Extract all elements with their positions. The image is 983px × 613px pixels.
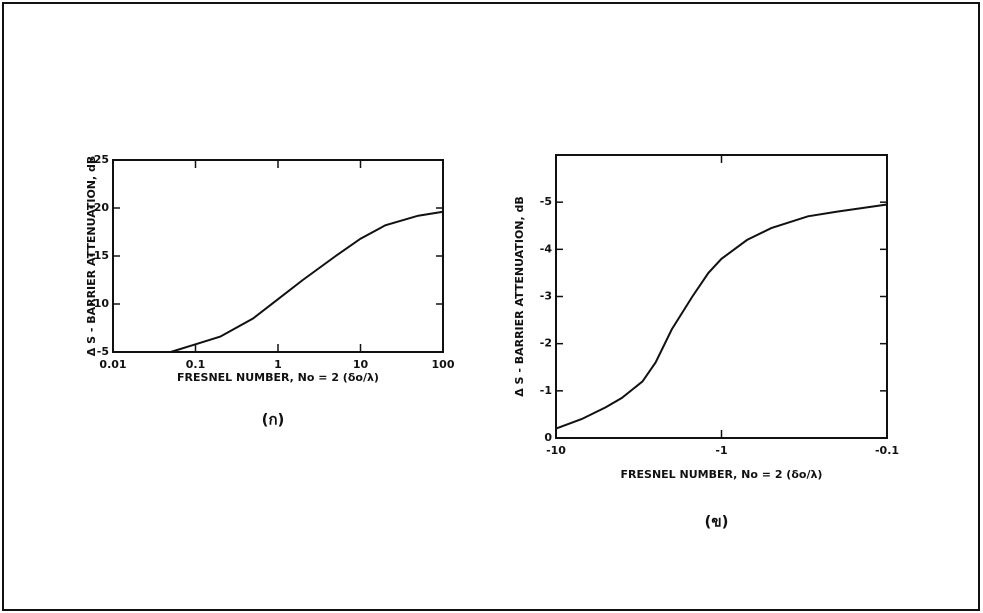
x-tick-label: 100 — [432, 358, 455, 371]
plot-frame — [112, 159, 444, 353]
caption: (ก) — [262, 411, 285, 429]
x-tick-label: -10 — [546, 444, 566, 457]
x-tick-label: 0.01 — [99, 358, 126, 371]
curve — [555, 203, 888, 430]
y-axis-label: Δ S - BARRIER ATTENUATION, dB — [85, 156, 98, 357]
y-tick-label: -25 — [89, 153, 109, 166]
x-tick-label: 0.1 — [186, 358, 206, 371]
y-tick-label: 0 — [544, 431, 552, 444]
y-tick-label: -15 — [89, 249, 109, 262]
y-tick-label: -3 — [540, 290, 552, 303]
y-tick-label: -20 — [89, 201, 109, 214]
curve — [170, 210, 444, 353]
x-tick-label: -0.1 — [875, 444, 899, 457]
x-tick-label: 10 — [353, 358, 369, 371]
y-tick-label: -1 — [540, 384, 552, 397]
caption: (ข) — [705, 513, 729, 531]
y-tick-label: -5 — [97, 345, 109, 358]
x-axis-label: FRESNEL NUMBER, No = 2 (δo/λ) — [177, 371, 379, 384]
x-tick-label: 1 — [274, 358, 282, 371]
plot-frame — [555, 154, 888, 439]
x-axis-label: FRESNEL NUMBER, No = 2 (δo/λ) — [621, 468, 823, 481]
y-tick-label: -4 — [540, 242, 553, 255]
y-axis-label: Δ S - BARRIER ATTENUATION, dB — [513, 196, 526, 397]
y-tick-label: -5 — [540, 195, 552, 208]
y-tick-label: -2 — [540, 337, 552, 350]
x-tick-label: -1 — [715, 444, 727, 457]
y-tick-label: -10 — [89, 297, 109, 310]
